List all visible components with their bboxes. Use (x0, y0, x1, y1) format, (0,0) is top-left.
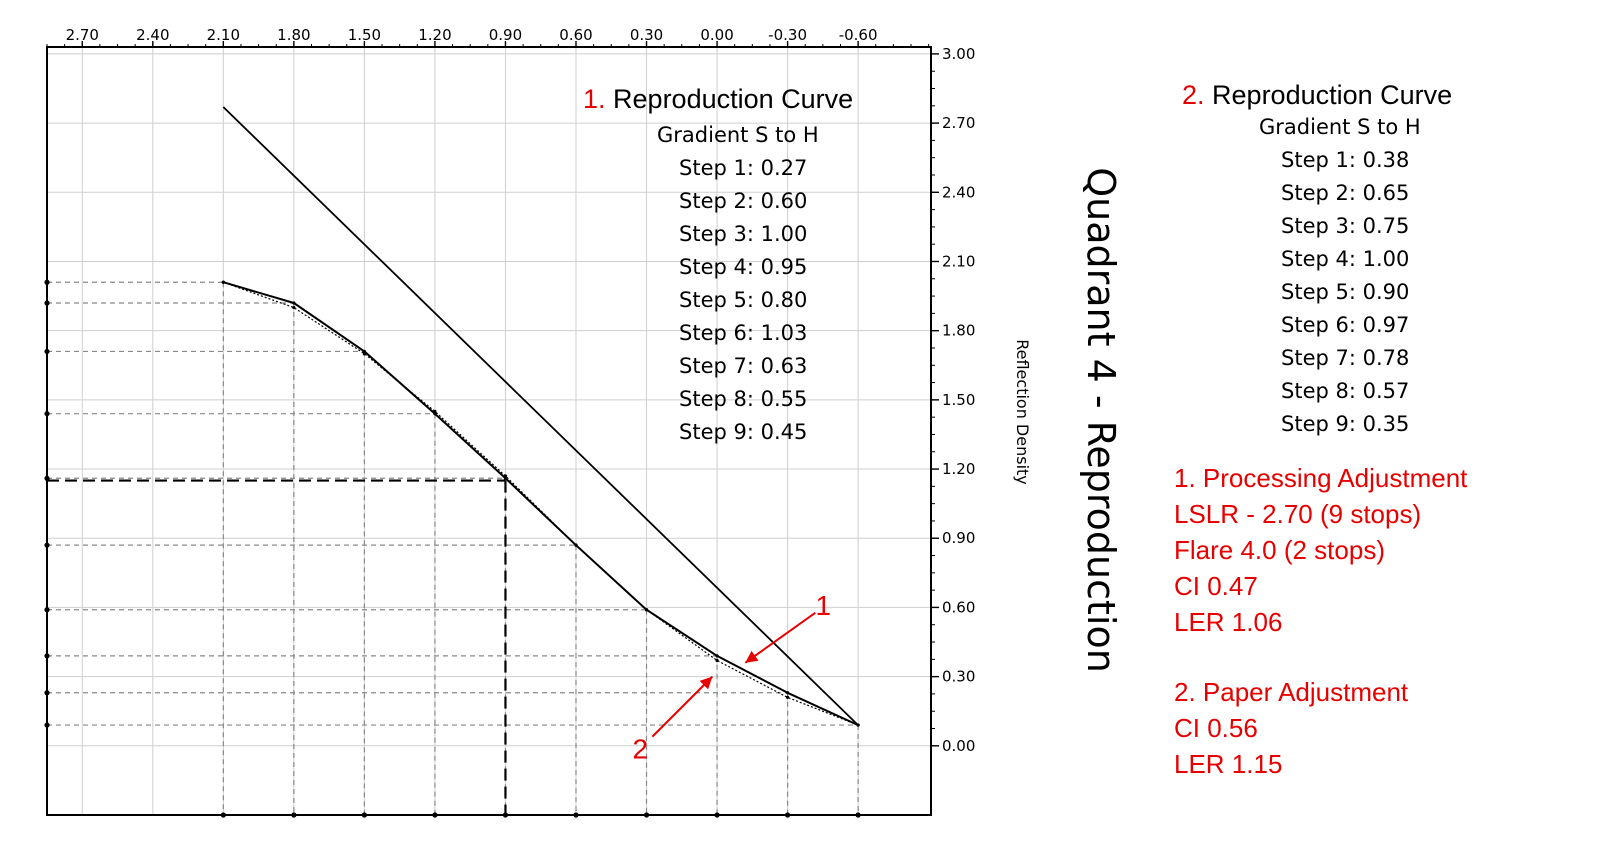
note-line: CI 0.56 (1174, 713, 1258, 743)
panel-1: 1. Reproduction Curve Gradient S to H St… (583, 84, 853, 449)
reproduction-curve-2 (223, 281, 859, 726)
panel-1-step: Step 2: 0.60 (679, 189, 808, 213)
reproduction-curve-1-point (715, 654, 719, 658)
panel-2-step: Step 9: 0.35 (1281, 412, 1410, 436)
y-axis-tick-label: 1.20 (942, 460, 975, 478)
y-axis-tick-label: 1.50 (942, 391, 975, 409)
panel-2-title: 2. Reproduction Curve (1182, 80, 1452, 111)
panel-2-step: Step 6: 0.97 (1281, 313, 1410, 337)
x-axis-tick-label: 1.80 (277, 26, 310, 44)
arrow-1-label: 1 (815, 590, 831, 621)
panel-2-step: Step 7: 0.78 (1281, 346, 1410, 370)
panel-1-step: Step 9: 0.45 (679, 420, 808, 444)
panel-2-step: Step 8: 0.57 (1281, 379, 1410, 403)
note-line: CI 0.47 (1174, 571, 1258, 601)
x-axis-tick-label: 2.10 (207, 26, 240, 44)
panel-1-step: Step 8: 0.55 (679, 387, 808, 411)
panel-1-step: Step 3: 1.00 (679, 222, 808, 246)
note-line: 1. Processing Adjustment (1174, 463, 1468, 493)
panel-1-number: 1. (583, 84, 606, 114)
panel-1-step: Step 1: 0.27 (679, 156, 808, 180)
reproduction-curve-2-point (221, 280, 225, 284)
x-axis-tick-label: 0.00 (700, 26, 733, 44)
reproduction-curve-2-point (785, 695, 790, 699)
panel-1-title-text: Reproduction Curve (605, 84, 854, 114)
x-axis-tick-label: 1.20 (418, 26, 451, 44)
x-axis-tick-label: -0.60 (839, 26, 878, 44)
x-axis-tick-label: 2.70 (66, 26, 99, 44)
x-axis-tick-label: -0.30 (768, 26, 807, 44)
y-axis-tick-label: 2.40 (942, 183, 975, 201)
reproduction-curve-1-point (433, 412, 437, 416)
y-axis-tick-label: 2.10 (942, 252, 975, 270)
reproduction-curve-2-point (644, 608, 649, 612)
panel-1-step: Step 7: 0.63 (679, 354, 808, 378)
panel-2-title-text: Reproduction Curve (1204, 80, 1453, 110)
y-axis-tick-label: 3.00 (942, 45, 975, 63)
y-axis-tick-label: 0.90 (942, 529, 975, 547)
arrow-2-label: 2 (633, 734, 649, 765)
note-line: 2. Paper Adjustment (1174, 677, 1409, 707)
panel-1-step: Step 5: 0.80 (679, 288, 808, 312)
step-guide-layer (44, 279, 861, 818)
note-line: LER 1.06 (1174, 607, 1283, 637)
arrow-1-head (745, 650, 759, 663)
grid-layer (47, 47, 931, 815)
annotation-layer: 12 (633, 590, 831, 765)
reproduction-curve-1-point (503, 476, 508, 480)
panel-2-number: 2. (1182, 80, 1205, 110)
reproduction-curve-1 (223, 281, 859, 727)
arrow-2-head (699, 676, 713, 690)
plot-frame (46, 46, 932, 816)
series-layer (221, 106, 860, 727)
quadrant-label: Quadrant 4 - Reproduction (1079, 167, 1123, 673)
x-axis-tick-label: 0.60 (559, 26, 592, 44)
panel-2: 2. Reproduction Curve Gradient S to H St… (1182, 80, 1452, 441)
adjustment-notes: 1. Processing Adjustment LSLR - 2.70 (9 … (1174, 460, 1467, 782)
y-axis-tick-label: 1.80 (942, 322, 975, 340)
panel-2-step: Step 5: 0.90 (1281, 280, 1410, 304)
reproduction-curve-2-point (503, 474, 508, 478)
panel-1-title: 1. Reproduction Curve (583, 84, 853, 115)
panel-1-subtitle: Gradient S to H (657, 123, 819, 147)
reproduction-curve-2-point (574, 543, 578, 547)
panel-1-step: Step 4: 0.95 (679, 255, 808, 279)
reproduction-curve-1-point (362, 349, 366, 354)
reference-line (222, 106, 859, 726)
reproduction-curve-2-point (433, 409, 437, 413)
reproduction-curve-2-point (715, 658, 719, 663)
panel-1-step: Step 6: 1.03 (679, 321, 808, 345)
reproduction-curve-2-point (362, 352, 366, 356)
x-axis-tick-label: 0.90 (489, 26, 522, 44)
panel-2-step: Step 2: 0.65 (1281, 181, 1410, 205)
y-axis-tick-label: 0.00 (942, 737, 975, 755)
axis-layer: 2.70 2.40 2.10 1.80 1.50 1.20 0.90 0.60 0.30 0.00… (46, 26, 975, 755)
reproduction-curve-1-point (292, 301, 296, 305)
note-line: LSLR - 2.70 (9 stops) (1174, 499, 1422, 529)
x-axis-tick-label: 2.40 (136, 26, 169, 44)
reproduction-curve-1-point (785, 691, 790, 695)
panel-2-step: Step 4: 1.00 (1281, 247, 1410, 271)
reproduction-curve-2-point (856, 723, 860, 727)
note-line: LER 1.15 (1174, 749, 1283, 779)
panel-2-subtitle: Gradient S to H (1259, 115, 1421, 139)
y-axis-label: Reflection Density (1013, 339, 1032, 485)
arrow-2-shaft (651, 675, 714, 738)
arrow-1-shaft (744, 611, 816, 664)
panel-2-step: Step 1: 0.38 (1281, 148, 1410, 172)
x-axis-tick-label: 1.50 (348, 26, 381, 44)
note-line: Flare 4.0 (2 stops) (1174, 535, 1385, 565)
y-axis-tick-label: 0.30 (942, 668, 975, 686)
reproduction-curve-2-point (292, 306, 296, 310)
y-axis-tick-label: 0.60 (942, 598, 975, 616)
x-axis-tick-label: 0.30 (630, 26, 663, 44)
note-spacer (1174, 640, 1467, 674)
y-axis-tick-label: 2.70 (942, 114, 975, 132)
panel-2-step: Step 3: 0.75 (1281, 214, 1410, 238)
